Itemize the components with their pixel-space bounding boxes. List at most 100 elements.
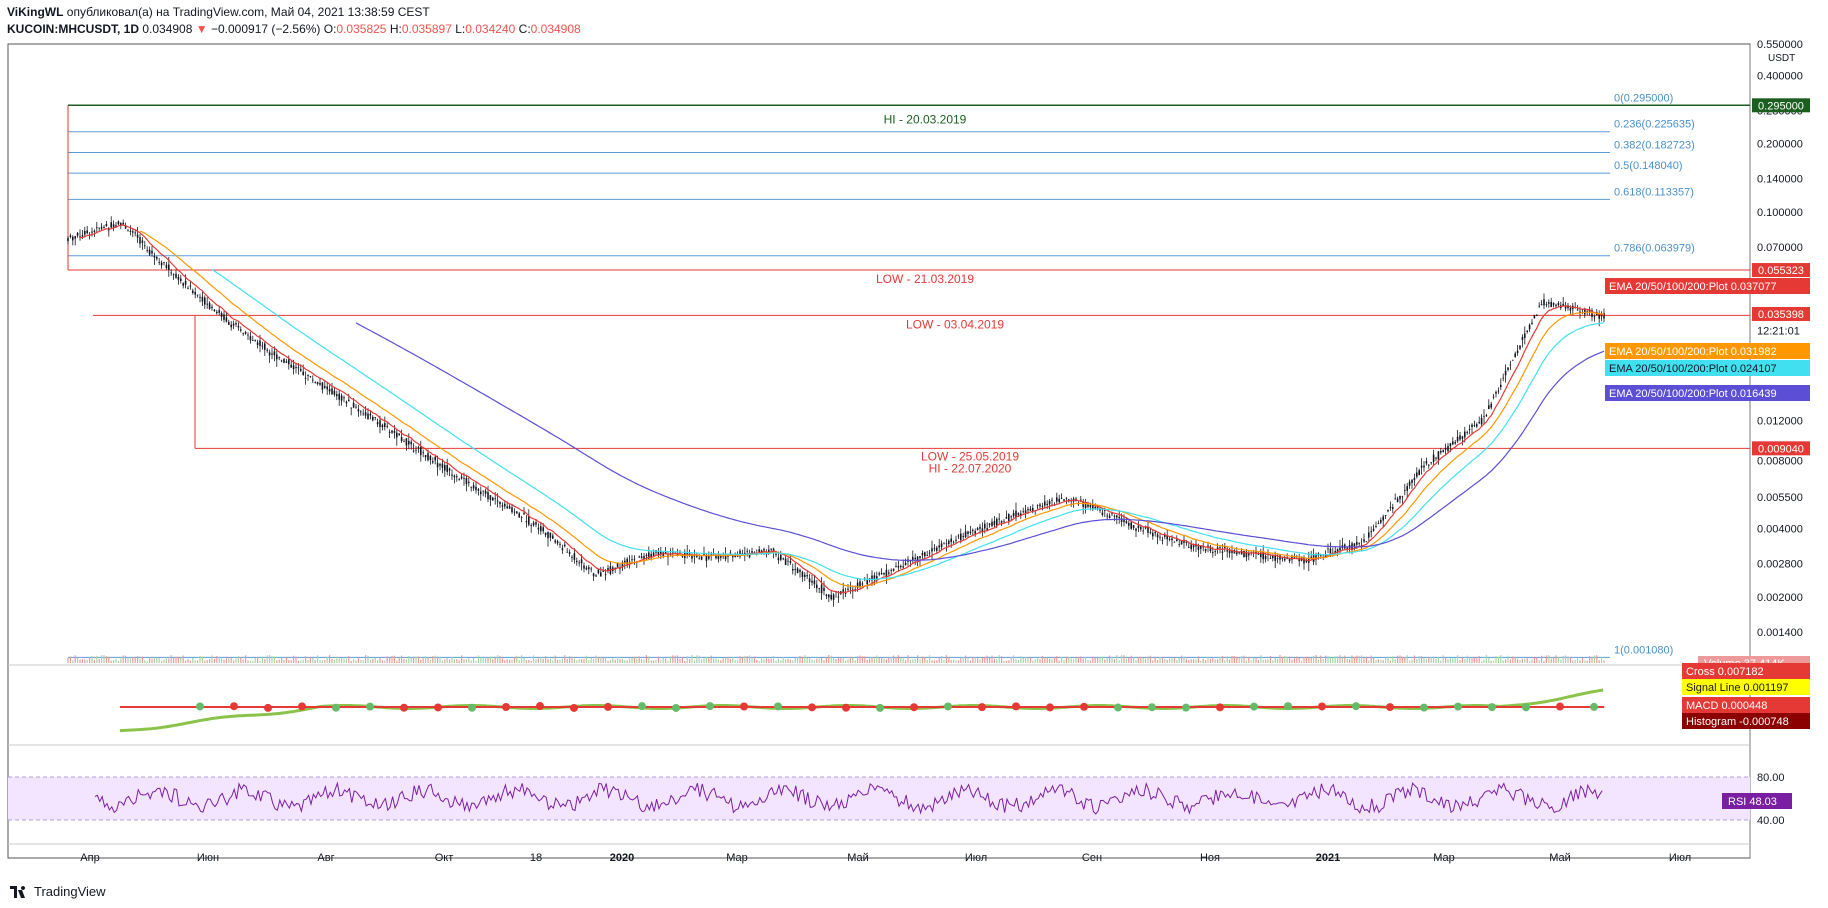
volume-bar bbox=[804, 655, 806, 663]
candle-body bbox=[249, 336, 252, 341]
candle-body bbox=[1058, 498, 1060, 503]
macd-cross-dot bbox=[672, 703, 680, 712]
candle-body bbox=[645, 554, 648, 557]
candle-body bbox=[1358, 542, 1360, 544]
candle-body bbox=[592, 573, 595, 577]
candle-body bbox=[343, 397, 345, 399]
candle-body bbox=[1531, 322, 1533, 325]
volume-bar bbox=[1133, 657, 1135, 663]
volume-bar bbox=[528, 659, 530, 663]
macd-cross-dot bbox=[1182, 703, 1190, 712]
candle-body bbox=[1473, 425, 1476, 426]
volume-bar bbox=[602, 657, 604, 663]
volume-bar bbox=[317, 655, 319, 663]
candle-body bbox=[600, 572, 602, 577]
candle-body bbox=[67, 237, 69, 242]
candle-body bbox=[1104, 509, 1106, 511]
volume-bar bbox=[168, 658, 170, 663]
volume-bar bbox=[125, 655, 127, 663]
volume-bar bbox=[437, 656, 439, 663]
volume-bar bbox=[919, 659, 921, 663]
volume-bar bbox=[343, 658, 345, 663]
volume-bar bbox=[1572, 660, 1574, 663]
time-axis-label: Июн bbox=[197, 852, 219, 864]
time-axis-label: 18 bbox=[530, 852, 542, 864]
candle-body bbox=[1063, 499, 1065, 501]
volume-bar bbox=[1581, 657, 1583, 663]
candle-body bbox=[379, 420, 381, 428]
volume-bar bbox=[756, 660, 758, 663]
candle-body bbox=[165, 264, 168, 269]
volume-bar bbox=[725, 657, 727, 663]
volume-bar bbox=[1157, 660, 1159, 663]
volume-bar bbox=[617, 656, 619, 663]
volume-bar bbox=[969, 660, 971, 663]
candle-body bbox=[621, 562, 624, 568]
volume-bar bbox=[115, 658, 117, 663]
candle-body bbox=[614, 567, 616, 570]
volume-bar bbox=[86, 659, 88, 663]
candle-body bbox=[110, 222, 112, 228]
candle-body bbox=[1048, 501, 1051, 505]
candle-body bbox=[494, 498, 496, 500]
volume-bar bbox=[561, 658, 563, 663]
candle-body bbox=[876, 576, 878, 580]
volume-bar bbox=[1413, 655, 1415, 663]
volume-bar bbox=[1236, 657, 1238, 663]
candle-body bbox=[355, 406, 357, 408]
volume-bar bbox=[1008, 660, 1010, 663]
volume-bar bbox=[1361, 655, 1363, 663]
candle-body bbox=[972, 530, 974, 532]
volume-bar bbox=[957, 660, 959, 663]
candle-body bbox=[1082, 502, 1084, 507]
close-label: C: bbox=[518, 22, 531, 36]
volume-bar bbox=[302, 659, 304, 663]
candle-body bbox=[278, 357, 280, 359]
candle-body bbox=[571, 557, 573, 558]
candle-body bbox=[100, 226, 103, 229]
candle-body bbox=[388, 432, 391, 433]
candle-body bbox=[396, 432, 398, 438]
volume-bar bbox=[341, 657, 343, 663]
volume-bar bbox=[991, 655, 993, 663]
candle-body bbox=[496, 500, 499, 502]
volume-bar bbox=[509, 659, 511, 663]
candle-body bbox=[273, 351, 276, 356]
candle-body bbox=[1555, 304, 1557, 307]
level-price-tag-text: 0.055323 bbox=[1758, 265, 1804, 277]
candle-body bbox=[1111, 513, 1113, 515]
candle-body bbox=[1591, 310, 1593, 317]
candle-body bbox=[736, 556, 739, 557]
volume-bar bbox=[830, 655, 832, 663]
volume-bar bbox=[518, 659, 520, 663]
volume-bar bbox=[1046, 657, 1048, 663]
volume-bar bbox=[1123, 655, 1125, 663]
candle-body bbox=[919, 555, 921, 558]
volume-bar bbox=[1231, 655, 1233, 663]
candle-body bbox=[460, 476, 463, 479]
symbol-name[interactable]: KUCOIN:MHCUSDT, 1D bbox=[7, 22, 139, 36]
volume-bar bbox=[1406, 655, 1408, 663]
volume-bar bbox=[1135, 660, 1137, 663]
candle-body bbox=[1377, 523, 1380, 525]
volume-bar bbox=[1452, 658, 1454, 663]
candle-body bbox=[1051, 499, 1053, 501]
volume-bar bbox=[321, 660, 323, 663]
candle-body bbox=[883, 572, 885, 575]
volume-bar bbox=[475, 660, 477, 663]
volume-bar bbox=[199, 655, 201, 663]
volume-bar bbox=[657, 656, 659, 663]
candle-body bbox=[1192, 545, 1195, 548]
last-price: 0.034908 bbox=[142, 22, 193, 36]
volume-bar bbox=[127, 657, 129, 663]
candle-body bbox=[1425, 461, 1428, 464]
candle-body bbox=[568, 552, 571, 554]
candle-body bbox=[525, 521, 528, 523]
volume-bar bbox=[453, 659, 455, 663]
candle-body bbox=[292, 365, 295, 370]
volume-bar bbox=[1017, 659, 1019, 663]
tradingview-brand[interactable]: TradingView bbox=[34, 884, 106, 899]
author-name[interactable]: ViKingWL bbox=[7, 5, 64, 19]
volume-bar bbox=[139, 658, 141, 663]
